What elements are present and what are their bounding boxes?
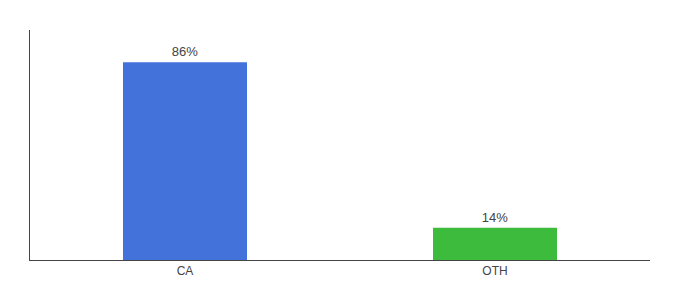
svg-text:CA: CA (177, 264, 194, 278)
svg-text:86%: 86% (172, 44, 198, 59)
svg-text:OTH: OTH (482, 264, 507, 278)
svg-text:14%: 14% (482, 210, 508, 225)
